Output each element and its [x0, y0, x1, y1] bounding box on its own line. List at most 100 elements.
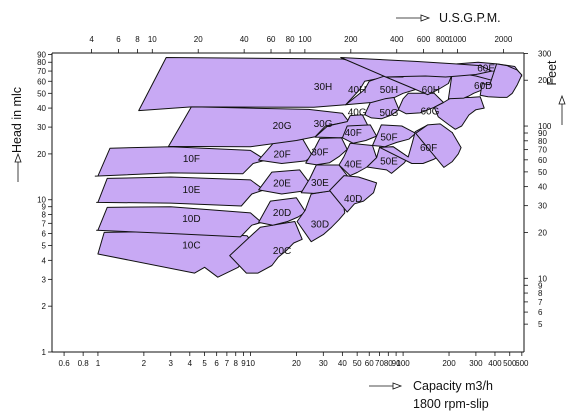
- left-tick-label: 1: [42, 348, 47, 357]
- bottom-tick-label: 40: [338, 359, 347, 368]
- pump-regions: [94, 57, 523, 278]
- region-60e-right: [479, 63, 523, 98]
- region-label-30g: 30G: [314, 119, 333, 130]
- top-axis-arrowhead: [420, 14, 431, 22]
- top-tick-label: 400: [390, 35, 404, 44]
- region-label-40e: 40E: [344, 159, 362, 170]
- right-tick-label: 100: [538, 122, 552, 131]
- region-label-60h: 60H: [422, 85, 440, 96]
- bottom-tick-label: 9: [241, 359, 246, 368]
- top-tick-label: 40: [240, 35, 249, 44]
- top-axis-title: U.S.G.P.M.: [439, 11, 501, 25]
- left-tick-label: 8: [42, 210, 47, 219]
- bottom-tick-label: 20: [292, 359, 301, 368]
- right-tick-label: 9: [538, 281, 543, 290]
- bottom-tick-label: 8: [234, 359, 239, 368]
- region-label-60e: 60E: [477, 63, 495, 74]
- left-tick-label: 50: [37, 89, 46, 98]
- region-10d: [96, 206, 262, 238]
- region-label-40d: 40D: [344, 194, 362, 205]
- region-20c: [229, 221, 303, 274]
- right-tick-label: 8: [538, 289, 543, 298]
- bottom-tick-label: 4: [188, 359, 193, 368]
- bottom-tick-label: 200: [442, 359, 456, 368]
- region-label-10f: 10F: [183, 154, 200, 165]
- region-label-20f: 20F: [273, 150, 290, 161]
- region-label-60f: 60F: [420, 143, 437, 154]
- bottom-tick-label: 90: [392, 359, 401, 368]
- left-tick-label: 2: [42, 302, 47, 311]
- right-tick-label: 10: [538, 274, 547, 283]
- region-60f: [415, 123, 462, 168]
- right-tick-label: 20: [538, 228, 547, 237]
- bottom-tick-label: 10: [246, 359, 255, 368]
- region-label-60d: 60D: [474, 81, 492, 92]
- left-tick-label: 4: [42, 256, 47, 265]
- bottom-tick-label: 0.6: [59, 359, 71, 368]
- region-label-40g: 40G: [348, 107, 367, 118]
- top-tick-label: 200: [344, 35, 358, 44]
- right-tick-label: 5: [538, 320, 543, 329]
- bottom-tick-label: 1: [96, 359, 101, 368]
- region-label-10e: 10E: [183, 185, 201, 196]
- left-tick-label: 20: [37, 150, 46, 159]
- bottom-axis-subtitle: 1800 rpm-slip: [413, 397, 489, 411]
- axis-titles: U.S.G.P.M. Capacity m3/h 1800 rpm-slip Head…: [10, 11, 566, 411]
- left-tick-label: 9: [42, 203, 47, 212]
- region-label-20c: 20C: [273, 246, 291, 257]
- bottom-tick-label: 2: [142, 359, 147, 368]
- left-axis-arrowhead: [14, 152, 22, 163]
- top-tick-label: 2000: [494, 35, 512, 44]
- left-axis-title: Head in mlc: [10, 87, 24, 153]
- bottom-tick-label: 500: [503, 359, 517, 368]
- region-label-20e: 20E: [273, 178, 291, 189]
- region-30h-top: [340, 57, 493, 78]
- left-tick-label: 60: [37, 77, 46, 86]
- region-label-30h: 30H: [314, 82, 332, 93]
- bottom-tick-label: 3: [169, 359, 174, 368]
- region-label-20g: 20G: [273, 121, 292, 132]
- bottom-tick-label: 7: [225, 359, 230, 368]
- region-label-30e: 30E: [311, 178, 329, 189]
- region-label-40h: 40H: [348, 85, 366, 96]
- top-tick-label: 6: [116, 35, 121, 44]
- top-tick-label: 800: [436, 35, 450, 44]
- bottom-tick-label: 50: [353, 359, 362, 368]
- top-tick-label: 80: [286, 35, 295, 44]
- bottom-tick-label: 30: [319, 359, 328, 368]
- left-tick-label: 7: [42, 219, 47, 228]
- left-tick-label: 10: [37, 196, 46, 205]
- right-tick-label: 7: [538, 298, 543, 307]
- region-label-10d: 10D: [182, 214, 200, 225]
- right-tick-label: 200: [538, 76, 552, 85]
- left-tick-label: 90: [37, 50, 46, 59]
- left-tick-label: 3: [42, 275, 47, 284]
- right-axis-title: Feet: [545, 60, 559, 86]
- bottom-tick-label: 80: [384, 359, 393, 368]
- right-tick-label: 90: [538, 129, 547, 138]
- region-label-50f: 50F: [380, 133, 397, 144]
- region-10e: [96, 176, 265, 207]
- top-tick-label: 4: [89, 35, 94, 44]
- top-tick-label: 100: [298, 35, 312, 44]
- bottom-tick-label: 70: [375, 359, 384, 368]
- region-label-40f: 40F: [345, 128, 362, 139]
- bottom-tick-label: 0.8: [78, 359, 90, 368]
- region-label-30d: 30D: [311, 219, 329, 230]
- bottom-tick-label: 300: [469, 359, 483, 368]
- top-tick-label: 60: [267, 35, 276, 44]
- top-tick-label: 10: [148, 35, 157, 44]
- left-tick-label: 80: [37, 58, 46, 67]
- top-tick-label: 8: [135, 35, 140, 44]
- region-30d: [296, 190, 346, 243]
- left-tick-label: 30: [37, 123, 46, 132]
- region-30h: [138, 57, 387, 112]
- bottom-tick-label: 400: [488, 359, 502, 368]
- region-40d: [329, 175, 378, 213]
- bottom-axis-arrowhead: [392, 382, 403, 390]
- region-10f: [94, 146, 267, 177]
- right-tick-label: 40: [538, 183, 547, 192]
- region-label-20d: 20D: [273, 208, 291, 219]
- right-tick-label: 6: [538, 308, 543, 317]
